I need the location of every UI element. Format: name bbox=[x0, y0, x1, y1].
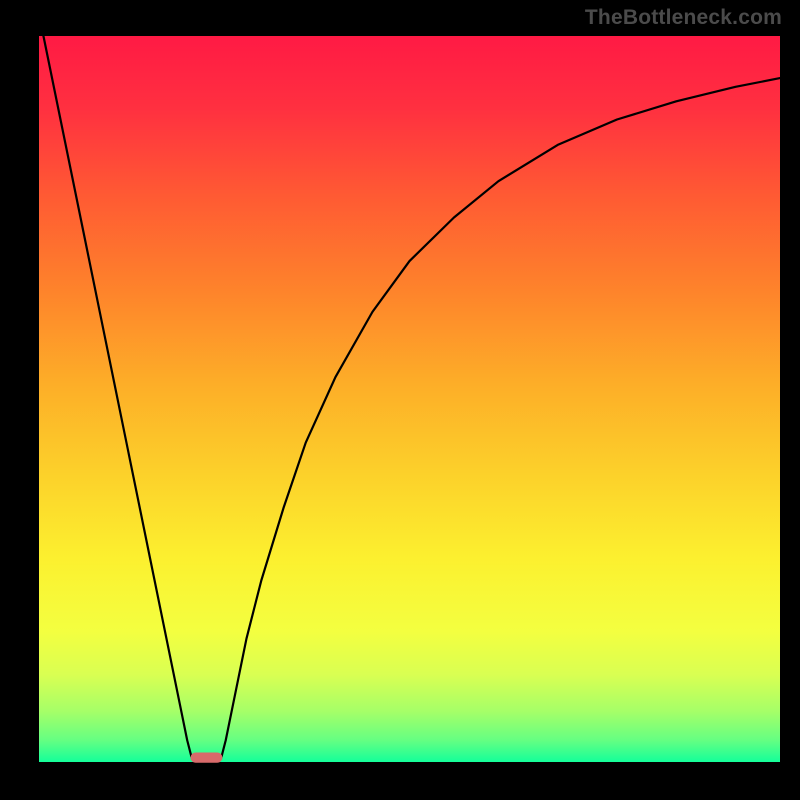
watermark-text: TheBottleneck.com bbox=[585, 6, 782, 30]
valley-marker bbox=[191, 753, 223, 763]
curve-left-branch bbox=[43, 36, 191, 758]
chart-container: TheBottleneck.com bbox=[0, 0, 800, 800]
curve-right-branch bbox=[221, 78, 780, 758]
curve-overlay bbox=[0, 0, 800, 800]
